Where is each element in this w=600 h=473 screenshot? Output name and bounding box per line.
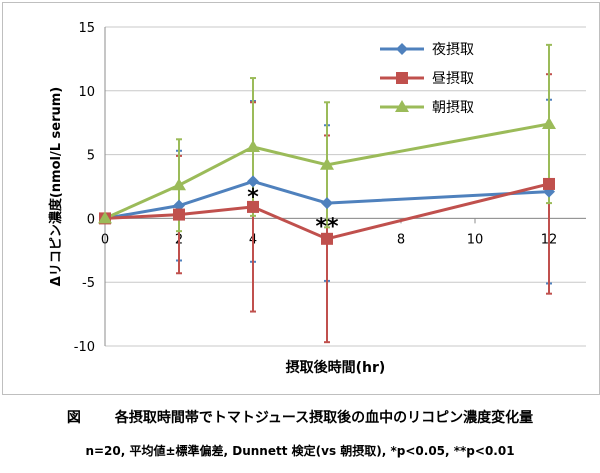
data-point	[321, 232, 333, 245]
legend-marker	[396, 43, 408, 55]
figure-caption-title: 図 各摂取時間帯でトマトジュース摂取後の血中のリコピン濃度変化量	[0, 407, 600, 427]
y-tick-label: 15	[78, 21, 95, 36]
data-point	[172, 178, 186, 191]
y-axis-title: Δリコピン濃度(nmol/L serum)	[48, 87, 64, 286]
data-point	[321, 197, 333, 210]
data-point	[247, 175, 259, 188]
data-point	[173, 208, 185, 221]
data-point	[543, 177, 555, 190]
legend-label: 夜摂取	[432, 42, 474, 58]
x-tick-label: 10	[467, 232, 484, 247]
y-tick-label: -10	[74, 340, 95, 355]
legend-marker	[396, 72, 408, 84]
legend-label: 昼摂取	[432, 71, 474, 87]
y-tick-label: 0	[87, 212, 95, 227]
data-point	[542, 116, 556, 129]
data-point	[246, 139, 260, 152]
line-chart: -10-5051015024681012摂取後時間(hr)Δリコピン濃度(nmo…	[48, 21, 586, 376]
figure-title: 各摂取時間帯でトマトジュース摂取後の血中のリコピン濃度変化量	[114, 410, 534, 426]
significance-marker: **	[315, 215, 339, 240]
figure-caption-note: n=20, 平均値±標準偏差, Dunnett 検定(vs 朝摂取), *p<0…	[85, 444, 515, 458]
x-tick-label: 0	[101, 232, 109, 247]
x-axis-title: 摂取後時間(hr)	[286, 359, 386, 376]
legend-marker	[395, 100, 409, 112]
y-tick-label: -5	[82, 276, 95, 291]
legend-label: 朝摂取	[432, 100, 474, 116]
chart-frame: -10-5051015024681012摂取後時間(hr)Δリコピン濃度(nmo…	[2, 2, 600, 395]
y-tick-label: 5	[87, 149, 95, 164]
data-point	[247, 200, 259, 213]
x-tick-label: 8	[397, 232, 405, 247]
data-point	[98, 211, 112, 224]
data-point	[320, 157, 334, 170]
y-tick-label: 10	[78, 85, 95, 100]
figure-label: 図	[66, 410, 81, 426]
significance-marker: *	[247, 185, 259, 210]
